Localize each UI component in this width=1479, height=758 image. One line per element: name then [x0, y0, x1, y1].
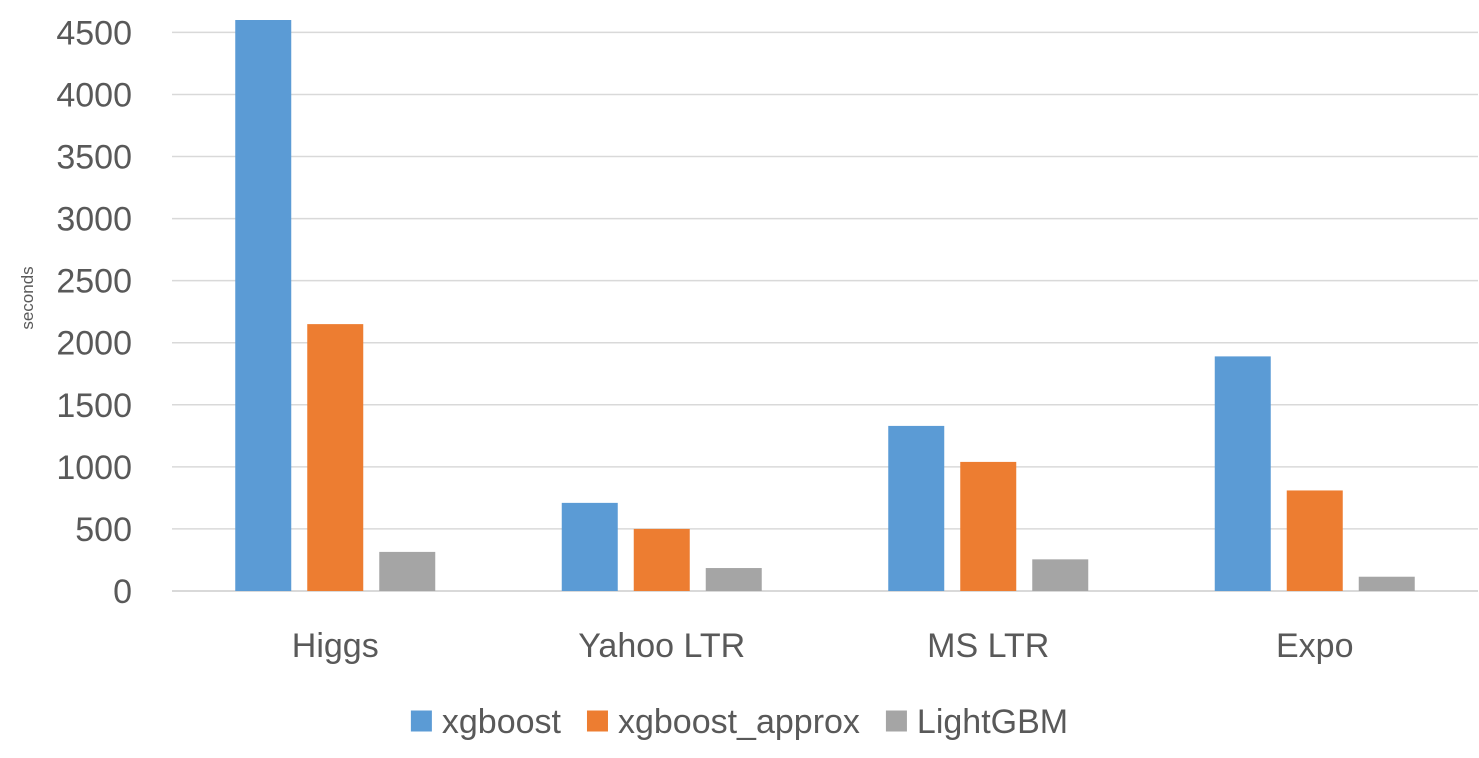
bar-xgboost-approx-yahoo-ltr: [633, 528, 690, 591]
y-tick-label: 4000: [56, 76, 132, 114]
y-tick-label: 2000: [56, 325, 132, 363]
y-tick-label: 3000: [56, 201, 132, 239]
gridlines: [172, 31, 1478, 592]
bar-lightgbm-higgs: [379, 551, 436, 591]
legend-swatch: [586, 710, 608, 732]
legend-label: xgboost: [442, 703, 562, 741]
legend-item-xgboost: xgboost: [410, 703, 562, 741]
legend-item-xgboost-approx: xgboost_approx: [586, 703, 860, 741]
x-category-label: Yahoo LTR: [578, 627, 745, 665]
bar-lightgbm-expo: [1358, 576, 1415, 591]
bar-lightgbm-ms-ltr: [1032, 559, 1089, 591]
bar-xgboost-expo: [1214, 356, 1271, 591]
x-axis-category-labels: Higgs Yahoo LTR MS LTR Expo: [292, 627, 1354, 665]
legend: xgboost xgboost_approx LightGBM: [410, 703, 1068, 741]
y-tick-label: 1000: [56, 449, 132, 487]
y-axis-tick-labels: 0 500 1000 1500 2000 2500 3000 3500 4000 4500: [56, 14, 132, 611]
bar-xgboost-approx-ms-ltr: [960, 461, 1017, 591]
y-tick-label: 500: [75, 511, 132, 549]
y-tick-label: 1500: [56, 387, 132, 425]
x-category-label: Expo: [1276, 627, 1354, 665]
legend-label: LightGBM: [917, 703, 1068, 741]
y-tick-label: 0: [113, 573, 132, 611]
bar-lightgbm-yahoo-ltr: [705, 568, 762, 591]
legend-swatch: [410, 710, 432, 732]
y-tick-label: 3500: [56, 139, 132, 177]
bar-xgboost-approx-higgs: [307, 324, 364, 591]
y-tick-label: 2500: [56, 263, 132, 301]
bar-xgboost-approx-expo: [1286, 490, 1343, 591]
bar-xgboost-ms-ltr: [888, 425, 945, 591]
legend-swatch: [885, 710, 907, 732]
x-category-label: Higgs: [292, 627, 379, 665]
legend-item-lightgbm: LightGBM: [885, 703, 1068, 741]
x-category-label: MS LTR: [927, 627, 1049, 665]
bar-xgboost-higgs: [235, 20, 292, 591]
legend-label: xgboost_approx: [618, 703, 860, 741]
bars: [235, 20, 1415, 591]
y-tick-label: 4500: [56, 14, 132, 52]
bar-xgboost-yahoo-ltr: [561, 502, 618, 591]
y-axis-title: seconds: [18, 266, 37, 329]
